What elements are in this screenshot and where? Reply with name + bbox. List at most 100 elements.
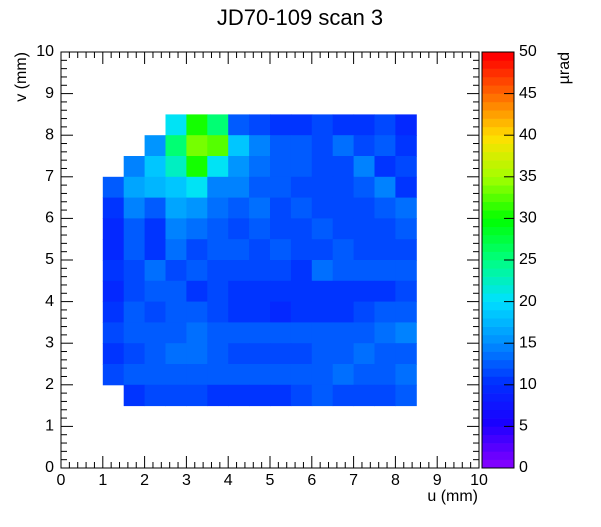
- heat-cell: [374, 176, 396, 199]
- heat-cell: [102, 280, 125, 303]
- heat-cell: [353, 260, 375, 282]
- heat-cell: [332, 364, 355, 386]
- heat-cell: [123, 218, 146, 240]
- heat-cell: [249, 301, 271, 323]
- colorbar-swatch: [482, 101, 514, 111]
- colorbar-swatch: [482, 85, 514, 94]
- heat-cell: [311, 301, 334, 323]
- heat-cell: [165, 218, 187, 240]
- heat-cell: [102, 197, 125, 219]
- heat-cell: [290, 343, 313, 365]
- heat-cell: [165, 260, 187, 282]
- heat-cell: [270, 197, 292, 219]
- colorbar-swatch: [482, 226, 514, 236]
- heat-cell: [332, 156, 355, 178]
- heat-cell: [353, 218, 375, 240]
- heat-cell: [311, 364, 334, 386]
- heat-cell: [207, 218, 229, 240]
- x-axis-label: u (mm): [427, 488, 478, 505]
- heat-cell: [311, 156, 334, 178]
- heat-cell: [311, 260, 334, 282]
- heat-cell: [374, 322, 396, 344]
- heat-cell: [228, 218, 250, 240]
- colorbar-swatch: [482, 76, 514, 86]
- heat-cell: [395, 322, 417, 344]
- heat-cell: [395, 260, 417, 282]
- heat-cell: [374, 301, 396, 323]
- colorbar-swatch: [482, 351, 514, 361]
- heat-cell: [353, 114, 375, 136]
- heat-cell: [165, 322, 187, 344]
- heat-cell: [270, 280, 292, 303]
- heat-cell: [228, 280, 250, 303]
- heat-cell: [270, 301, 292, 323]
- colorbar-swatch: [482, 201, 514, 211]
- heat-cell: [144, 156, 166, 178]
- x-tick-label: 9: [433, 472, 442, 489]
- colorbar-swatch: [482, 193, 514, 203]
- heat-cell: [186, 218, 208, 240]
- x-tick-label: 6: [307, 472, 316, 489]
- colorbar-swatch: [482, 326, 514, 336]
- colorbar-swatch: [482, 52, 514, 61]
- heat-cell: [270, 343, 292, 365]
- heat-cell: [144, 260, 166, 282]
- heat-cell: [102, 301, 125, 323]
- heat-cell: [290, 197, 313, 219]
- heat-cell: [228, 301, 250, 323]
- colorbar-swatch: [482, 409, 514, 419]
- colorbar-swatch: [482, 260, 514, 269]
- heat-cell: [311, 135, 334, 157]
- heat-cell: [353, 301, 375, 323]
- heat-cell: [123, 197, 146, 219]
- colorbar-swatch: [482, 359, 514, 369]
- z-tick-label: 5: [519, 418, 528, 435]
- heat-cell: [311, 343, 334, 365]
- heat-cell: [249, 135, 271, 157]
- colorbar-swatch: [482, 268, 514, 277]
- heat-cell: [249, 114, 271, 136]
- heat-cell: [249, 384, 271, 407]
- heat-cell: [353, 239, 375, 261]
- heat-cell: [311, 218, 334, 240]
- heat-cell: [207, 176, 229, 199]
- colorbar-swatch: [482, 243, 514, 252]
- heat-cell: [290, 260, 313, 282]
- colorbar-swatch: [482, 210, 514, 219]
- heat-cell: [186, 239, 208, 261]
- colorbar-swatch: [482, 318, 514, 327]
- colorbar-swatch: [482, 301, 514, 311]
- heat-cell: [249, 197, 271, 219]
- heat-cell: [311, 384, 334, 407]
- heat-cell: [165, 197, 187, 219]
- colorbar-swatch: [482, 426, 514, 436]
- heat-cell: [395, 343, 417, 365]
- heat-cell: [207, 260, 229, 282]
- heat-cell: [102, 218, 125, 240]
- heat-cell: [249, 239, 271, 261]
- heat-cell: [353, 156, 375, 178]
- heat-cell: [228, 364, 250, 386]
- heat-cell: [290, 218, 313, 240]
- colorbar-swatch: [482, 334, 514, 344]
- heat-cell: [249, 156, 271, 178]
- heat-cell: [186, 135, 208, 157]
- heat-cell: [395, 135, 417, 157]
- heat-cell: [186, 343, 208, 365]
- heat-cell: [270, 364, 292, 386]
- heat-cell: [249, 322, 271, 344]
- heat-cell: [165, 176, 187, 199]
- heat-cell: [249, 364, 271, 386]
- heat-cell: [270, 135, 292, 157]
- colorbar-swatch: [482, 93, 514, 103]
- heat-cell: [395, 156, 417, 178]
- heat-cell: [353, 135, 375, 157]
- y-tick-label: 1: [45, 418, 54, 435]
- heat-cell: [374, 156, 396, 178]
- heat-cell: [249, 218, 271, 240]
- heat-cell: [165, 280, 187, 303]
- heat-cell: [165, 301, 187, 323]
- heat-cell: [144, 301, 166, 323]
- heat-cell: [123, 156, 146, 178]
- heat-cell: [123, 343, 146, 365]
